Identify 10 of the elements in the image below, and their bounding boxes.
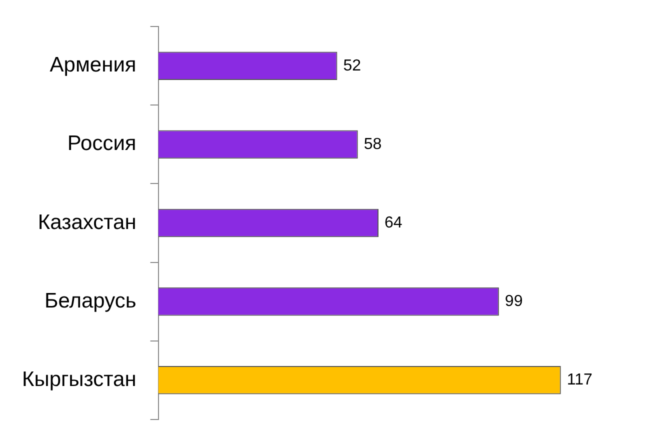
data-label: 58 [364, 136, 382, 153]
data-label: 52 [343, 57, 362, 74]
data-label: 64 [384, 214, 402, 232]
data-label: 117 [566, 372, 592, 389]
data-label: 99 [504, 292, 523, 310]
y-tick-label: Беларусь [44, 289, 136, 312]
y-tick-label: Кыргызстан [22, 368, 136, 391]
y-tick-label: Казахстан [38, 210, 136, 234]
y-tick-label: Россия [67, 132, 136, 156]
y-tick-label: Армения [50, 54, 136, 77]
